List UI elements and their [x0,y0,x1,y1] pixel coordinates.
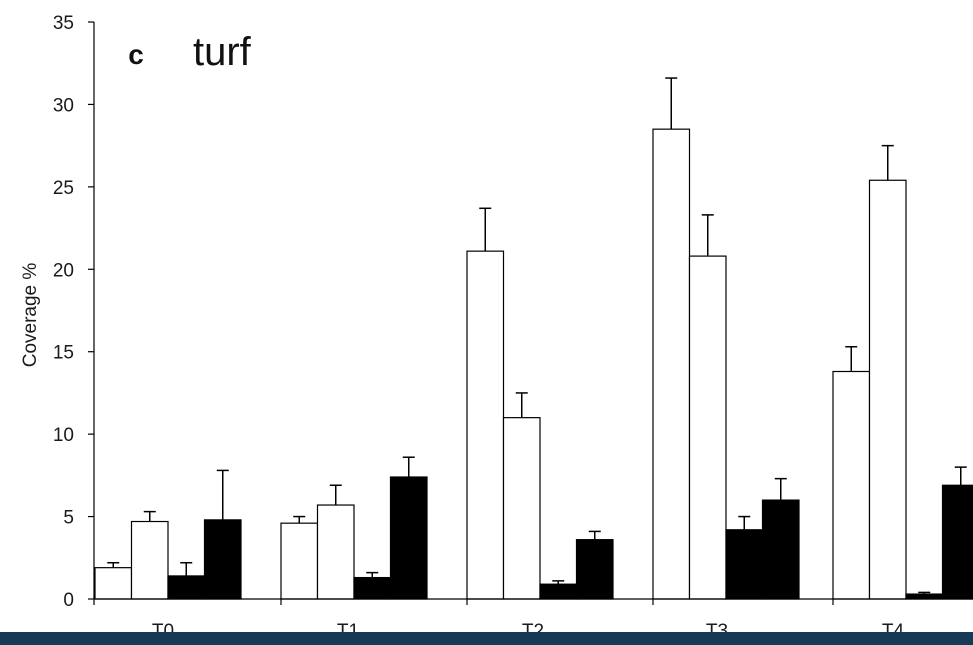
y-tick-label: 30 [53,95,74,116]
bars [94,77,973,600]
bar [539,583,578,600]
bar [94,567,133,600]
bar [203,519,242,600]
y-tick-label: 15 [53,343,74,364]
y-tick-label: 25 [53,178,74,199]
bar [941,484,973,600]
bar [575,539,614,600]
bar [130,520,169,600]
y-tick-label: 35 [53,13,74,34]
bar [389,476,428,600]
panel-letter: c [128,39,144,70]
bar [905,593,944,600]
y-tick-label: 5 [63,508,74,529]
bar [167,575,206,600]
bar [466,250,505,600]
bar [688,255,727,600]
chart-title: turf [193,30,252,74]
bar [868,179,907,600]
y-tick-label: 0 [63,590,74,611]
bar [652,128,691,600]
y-axis-label: Coverage % [20,263,41,368]
bar [502,417,541,600]
bar [761,499,800,600]
y-tick-label: 20 [53,260,74,281]
y-axis-ticks: 0 5 10 15 20 25 30 35 [53,13,94,611]
bar [353,576,392,600]
bar [832,370,871,600]
bar [316,504,355,600]
bottom-background-strip [0,632,973,645]
bar [280,522,319,600]
bar [725,529,764,600]
y-tick-label: 10 [53,425,74,446]
